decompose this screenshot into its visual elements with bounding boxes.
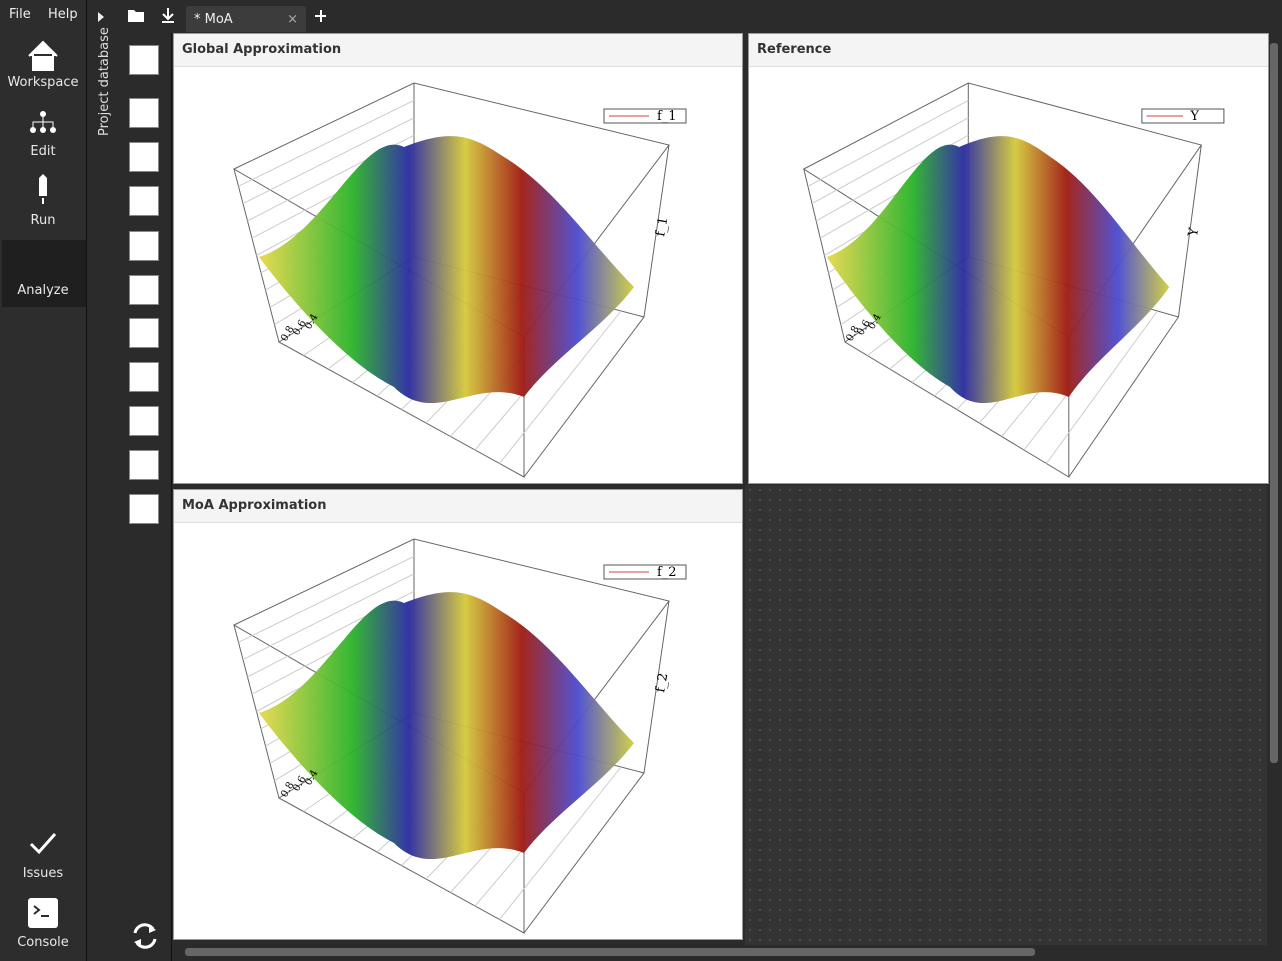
box-grid	[499, 310, 622, 464]
z-axis-label: f_1	[653, 216, 671, 238]
plot-3d: YY0.80.60.4	[802, 82, 1225, 478]
tool-button[interactable]	[129, 494, 159, 524]
panel-title: Global Approximation	[174, 34, 742, 67]
box-grid	[238, 99, 415, 187]
tool-button[interactable]	[129, 362, 159, 392]
legend-label: Y	[1189, 109, 1199, 124]
tab[interactable]: * MoA ×	[186, 6, 306, 32]
nav-issues[interactable]: Issues	[22, 866, 64, 881]
sidebar	[0, 0, 87, 961]
tool-button[interactable]	[129, 231, 159, 261]
tool-button[interactable]	[129, 318, 159, 348]
tab-icons	[128, 8, 326, 23]
tab-close[interactable]: ×	[287, 12, 298, 27]
tool-button[interactable]	[129, 45, 159, 75]
legend-label: f_1	[657, 109, 677, 124]
refresh-icon[interactable]	[131, 921, 159, 951]
menu-file[interactable]: File	[9, 7, 31, 22]
plot-3d: f_2f_20.80.60.4	[232, 538, 687, 934]
box-frame	[802, 82, 1203, 478]
h-scroll[interactable]	[173, 946, 1267, 958]
surface	[826, 136, 1170, 404]
empty-area	[745, 485, 1267, 945]
nav-run[interactable]: Run	[30, 213, 56, 228]
surface	[259, 592, 634, 860]
expand-arrow[interactable]	[98, 12, 104, 22]
tool-button[interactable]	[129, 275, 159, 305]
tool-button[interactable]	[129, 406, 159, 436]
tool-button[interactable]	[129, 186, 159, 216]
tool-button[interactable]	[129, 98, 159, 128]
nav-analyze[interactable]: Analyze	[17, 283, 69, 298]
box-grid	[242, 117, 415, 205]
box-grid	[811, 117, 969, 205]
box-grid	[242, 573, 415, 661]
tool-button[interactable]	[129, 450, 159, 480]
nav-edit[interactable]: Edit	[30, 144, 56, 159]
legend-label: f_2	[657, 565, 677, 580]
tab-title: * MoA	[194, 12, 233, 27]
nav-console[interactable]: Console	[17, 935, 69, 950]
bottom-icons	[28, 833, 58, 928]
project-database[interactable]: Project database	[97, 27, 112, 136]
panel-title: Reference	[749, 34, 1268, 67]
tool-button[interactable]	[129, 142, 159, 172]
box-grid	[499, 766, 622, 920]
nav-active	[2, 240, 86, 307]
z-axis-label: Y	[1186, 226, 1203, 238]
nav-workspace[interactable]: Workspace	[7, 75, 79, 90]
box-grid	[238, 555, 415, 643]
panel-title: MoA Approximation	[174, 490, 742, 523]
surface	[259, 136, 634, 404]
z-axis-label: f_2	[653, 672, 671, 694]
box-grid	[1046, 310, 1158, 464]
plot-panel: Global Approximation f_1 f_1 0.8 0.6 0.4	[173, 33, 743, 484]
plot-panel: MoA Approximation f_2 f_2 0.8 0.6 0.4	[173, 489, 743, 940]
menu-help[interactable]: Help	[48, 7, 78, 22]
v-scroll[interactable]	[1268, 33, 1280, 945]
tabbar	[120, 0, 1282, 32]
nav-icons	[28, 40, 58, 204]
plot-3d: f_1f_10.80.60.4	[232, 82, 687, 478]
plot-panel: Reference Y Y 0.8 0.6 0.4	[748, 33, 1269, 484]
box-grid	[807, 99, 969, 187]
